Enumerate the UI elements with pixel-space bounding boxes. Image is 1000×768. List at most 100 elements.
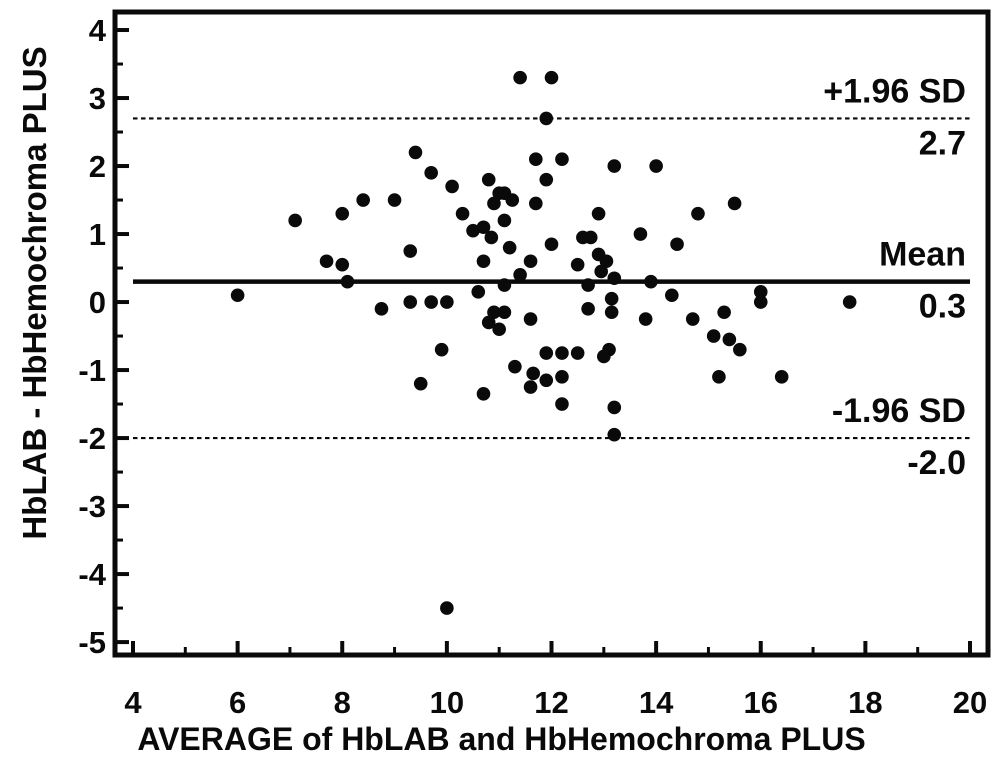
scatter-point	[356, 193, 370, 207]
y-tick-label: -1	[78, 353, 106, 388]
scatter-point	[581, 302, 595, 316]
scatter-point	[706, 329, 721, 343]
scatter-point	[604, 291, 619, 306]
scatter-point	[492, 322, 506, 337]
scatter-point	[424, 295, 438, 309]
scatter-point	[445, 179, 459, 194]
scatter-point	[455, 206, 470, 221]
scatter-point	[570, 257, 585, 272]
scatter-point	[497, 278, 512, 292]
y-tick-label: 3	[89, 81, 106, 116]
scatter-point	[544, 70, 559, 85]
scatter-point	[733, 342, 747, 357]
x-tick-label: 8	[334, 685, 351, 720]
reference-line-label: Mean	[879, 236, 966, 274]
scatter-point	[340, 274, 355, 289]
scatter-point	[484, 230, 499, 245]
scatter-point	[539, 111, 554, 126]
y-tick-label: -4	[78, 557, 106, 592]
y-tick-label: -2	[78, 421, 106, 456]
scatter-point	[476, 220, 491, 235]
x-tick-label: 10	[430, 685, 464, 720]
scatter-point	[691, 206, 705, 221]
scatter-point	[581, 278, 595, 292]
scatter-point	[487, 305, 501, 320]
axis-ticks	[115, 28, 973, 655]
scatter-point	[335, 257, 350, 272]
scatter-point	[497, 213, 512, 228]
scatter-point	[644, 274, 658, 289]
reference-line-label: +1.96 SD	[823, 72, 966, 110]
scatter-point	[607, 271, 622, 286]
scatter-point	[555, 346, 569, 360]
scatter-point	[583, 230, 598, 245]
y-axis-title: HbLAB - HbHemochroma PLUS	[16, 46, 53, 539]
scatter-point	[753, 285, 768, 299]
scatter-point	[670, 237, 684, 252]
scatter-point	[413, 376, 428, 391]
scatter-point	[387, 193, 402, 207]
x-tick-label: 4	[124, 685, 142, 720]
scatter-point	[685, 312, 700, 326]
scatter-point	[649, 159, 663, 173]
x-axis-title: AVERAGE of HbLAB and HbHemochroma PLUS	[137, 721, 865, 757]
scatter-point	[633, 227, 648, 241]
scatter-point	[555, 370, 569, 384]
scatter-point	[607, 400, 622, 415]
scatter-point	[539, 373, 554, 388]
scatter-point	[753, 295, 768, 309]
scatter-point	[526, 366, 540, 381]
scatter-point	[523, 312, 538, 326]
scatter-point	[529, 196, 543, 211]
scatter-point	[712, 370, 726, 384]
scatter-point	[544, 237, 559, 252]
x-tick-label: 12	[534, 685, 568, 720]
reference-line-value: 2.7	[919, 124, 966, 162]
y-tick-label: -3	[78, 489, 106, 524]
scatter-point	[440, 601, 454, 615]
scatter-point	[722, 332, 737, 347]
scatter-point	[508, 359, 522, 374]
scatter-point	[335, 206, 350, 221]
scatter-point	[523, 380, 538, 394]
scatter-point	[607, 427, 622, 442]
reference-line-value: 0.3	[919, 288, 966, 326]
scatter-point	[505, 193, 520, 207]
scatter-point	[774, 370, 789, 384]
scatter-point	[591, 206, 606, 221]
scatter-points	[230, 70, 857, 615]
scatter-point	[288, 213, 302, 228]
scatter-point	[539, 172, 554, 187]
scatter-point	[487, 196, 501, 211]
scatter-point	[424, 166, 438, 180]
scatter-point	[481, 172, 496, 187]
scatter-point	[476, 254, 491, 269]
scatter-point	[319, 254, 334, 269]
scatter-point	[529, 152, 543, 167]
scatter-point	[502, 240, 517, 255]
reference-line-value: -2.0	[907, 444, 966, 482]
scatter-point	[604, 305, 619, 320]
scatter-point	[513, 70, 527, 85]
scatter-point	[842, 295, 857, 309]
x-tick-label: 14	[639, 685, 674, 720]
scatter-point	[523, 254, 538, 269]
scatter-point	[665, 288, 679, 303]
y-tick-label: 0	[89, 285, 106, 320]
scatter-point	[230, 288, 245, 303]
scatter-point	[497, 305, 512, 320]
scatter-point	[599, 254, 614, 269]
scatter-point	[555, 397, 569, 411]
x-tick-label: 6	[229, 685, 246, 720]
scatter-point	[607, 159, 622, 173]
y-tick-label: 1	[89, 217, 106, 252]
y-tick-label: 4	[89, 13, 107, 48]
y-tick-label: -5	[78, 625, 106, 660]
scatter-point	[555, 152, 569, 167]
scatter-point	[539, 346, 554, 360]
x-tick-label: 18	[848, 685, 882, 720]
y-tick-label: 2	[89, 149, 106, 184]
scatter-point	[717, 305, 731, 320]
scatter-point	[727, 196, 742, 211]
scatter-point	[403, 244, 418, 258]
